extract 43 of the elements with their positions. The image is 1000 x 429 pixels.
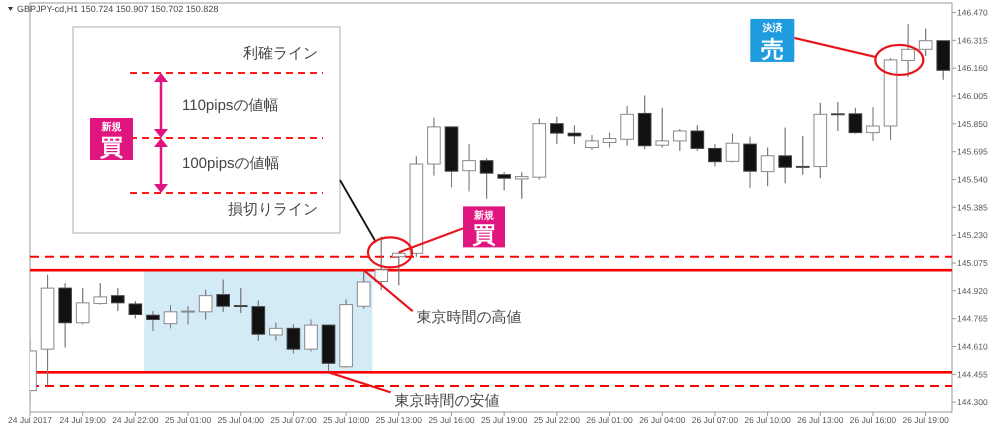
- annotation: 東京時間の安値: [394, 392, 500, 410]
- annotation: 利確ライン: [243, 45, 318, 62]
- x-tick-label: 25 Jul 16:00: [428, 415, 475, 425]
- x-tick-label: 26 Jul 04:00: [639, 415, 686, 425]
- y-tick-label: 144.300: [957, 397, 988, 408]
- x-tick-label: 26 Jul 10:00: [744, 415, 792, 425]
- x-tick-label: 26 Jul 16:00: [850, 415, 896, 425]
- x-tick-label: 26 Jul 13:00: [797, 415, 844, 425]
- x-tick-label: 25 Jul 19:00: [481, 415, 528, 425]
- annotation: 東京時間の高値: [416, 309, 522, 326]
- annotation: 100pipsの値幅: [182, 155, 280, 172]
- annotation: 損切りライン: [228, 201, 318, 218]
- x-tick-label: 25 Jul 22:00: [534, 415, 580, 425]
- y-tick-label: 145.230: [957, 230, 988, 240]
- annotation: 110pipsの値幅: [182, 97, 278, 114]
- x-tick-label: 26 Jul 19:00: [902, 415, 950, 425]
- x-tick-label: 24 Jul 19:00: [60, 415, 106, 425]
- y-tick-label: 145.385: [957, 202, 988, 212]
- y-tick-label: 144.610: [957, 341, 988, 352]
- x-tick-label: 26 Jul 07:00: [692, 415, 738, 425]
- y-tick-label: 144.920: [957, 286, 988, 296]
- x-tick-label: 24 Jul 2017: [8, 415, 52, 425]
- x-tick-label: 25 Jul 07:00: [270, 415, 317, 425]
- y-tick-label: 144.455: [957, 369, 988, 380]
- x-tick-label: 25 Jul 13:00: [376, 415, 422, 425]
- x-tick-label: 25 Jul 10:00: [322, 415, 370, 425]
- chart-title: GBPJPY-cd,H1 150.724 150.907 150.702 150.828: [17, 4, 218, 14]
- x-tick-label: 24 Jul 22:00: [112, 415, 159, 425]
- y-tick-label: 145.540: [957, 174, 988, 184]
- x-tick-label: 25 Jul 04:00: [218, 415, 264, 425]
- annotation: 新規買: [99, 121, 123, 160]
- y-tick-label: 144.765: [957, 314, 988, 324]
- annotation: 新規買: [472, 209, 496, 248]
- y-tick-label: 146.470: [957, 8, 988, 18]
- y-tick-label: 145.850: [957, 118, 988, 129]
- annotation: 決済売: [760, 22, 784, 62]
- y-tick-label: 146.160: [957, 63, 988, 74]
- x-tick-label: 26 Jul 01:00: [586, 415, 633, 425]
- y-tick-label: 145.695: [957, 146, 988, 157]
- y-tick-label: 146.005: [957, 91, 988, 102]
- y-tick-label: 146.315: [957, 35, 988, 46]
- x-tick-label: 25 Jul 01:00: [164, 415, 212, 425]
- y-tick-label: 145.075: [957, 258, 988, 268]
